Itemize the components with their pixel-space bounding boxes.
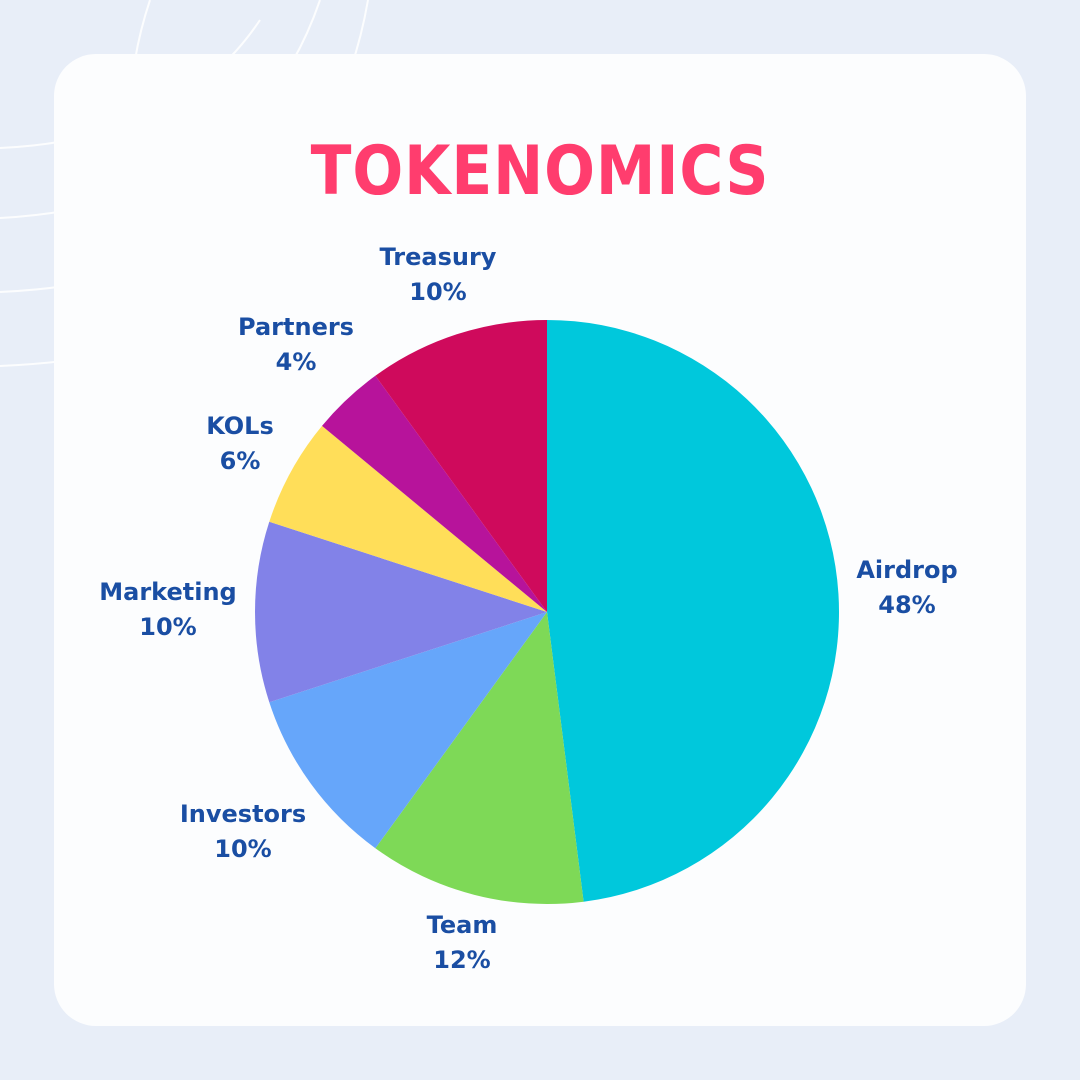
slice-percent: 10%	[139, 613, 197, 641]
slice-label-treasury: Treasury 10%	[338, 240, 538, 310]
pie-slice-team	[375, 612, 584, 904]
slice-label-airdrop: Airdrop 48%	[807, 553, 1007, 623]
slice-name: KOLs	[206, 412, 274, 440]
slice-name: Investors	[179, 800, 307, 828]
slice-percent: 4%	[275, 348, 317, 376]
slice-label-partners: Partners 4%	[196, 310, 396, 380]
slice-percent: 12%	[433, 946, 491, 974]
slice-percent: 10%	[214, 835, 272, 863]
pie-slice-kols	[269, 425, 547, 612]
pie-slice-marketing	[254, 521, 547, 703]
slice-label-marketing: Marketing 10%	[68, 575, 268, 645]
pie-slice-airdrop	[547, 320, 840, 902]
slice-label-team: Team 12%	[362, 908, 562, 978]
pie-slice-investors	[269, 612, 547, 849]
slice-percent: 6%	[219, 447, 261, 475]
pie-slice-treasury	[375, 320, 547, 612]
slice-name: Partners	[238, 313, 354, 341]
slice-label-investors: Investors 10%	[143, 797, 343, 867]
slice-percent: 48%	[878, 591, 936, 619]
slice-label-kols: KOLs 6%	[140, 409, 340, 479]
slice-name: Marketing	[99, 578, 237, 606]
slice-name: Treasury	[379, 243, 497, 271]
chart-title: TOKENOMICS	[310, 132, 770, 211]
pie-slice-partners	[322, 375, 547, 612]
slice-name: Airdrop	[856, 556, 958, 584]
slice-name: Team	[426, 911, 498, 939]
slice-percent: 10%	[409, 278, 467, 306]
